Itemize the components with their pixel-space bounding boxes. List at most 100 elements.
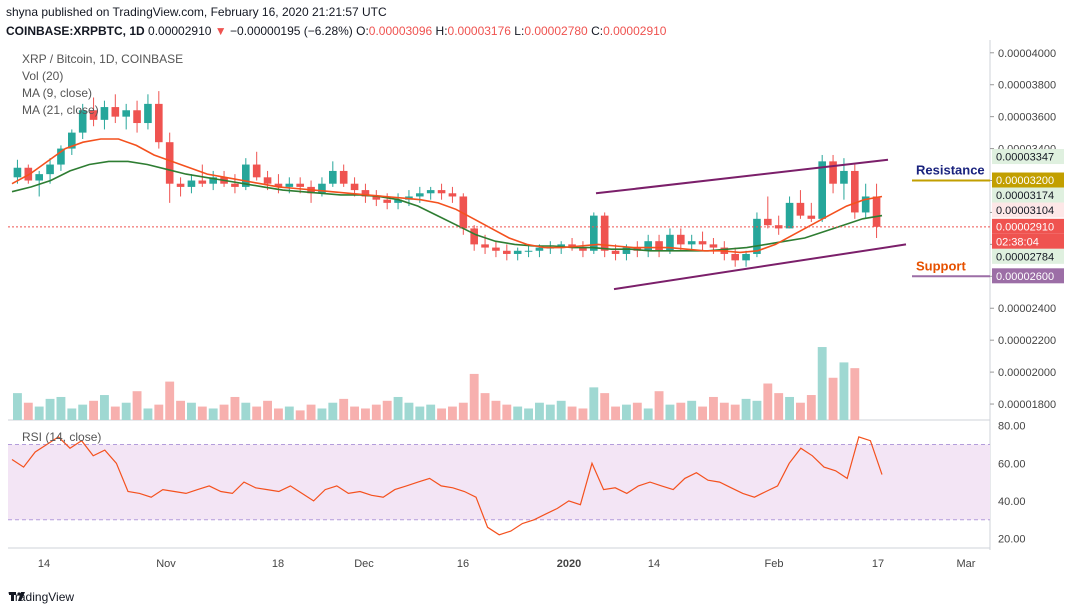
volume-bar xyxy=(263,400,272,420)
support-label: Support xyxy=(916,258,966,273)
volume-bar xyxy=(241,402,251,420)
volume-bar xyxy=(502,404,512,420)
price-tick-label: 0.00002000 xyxy=(998,367,1056,379)
volume-bar xyxy=(806,395,816,420)
high-value: 0.00003176 xyxy=(447,24,511,38)
volume-bar xyxy=(154,404,164,420)
volume-bar xyxy=(676,402,686,420)
volume-bar xyxy=(545,404,555,420)
price-axis-tag-label: 0.00003200 xyxy=(996,175,1054,187)
legend-vol: Vol (20) xyxy=(22,69,64,83)
candle-body xyxy=(448,193,457,197)
candle-body xyxy=(818,161,826,219)
volume-bar xyxy=(34,406,44,420)
time-tick-label: 17 xyxy=(872,558,884,570)
candle-body xyxy=(339,170,348,184)
candle-body xyxy=(481,244,489,248)
candle-body xyxy=(590,215,598,251)
candle-body xyxy=(329,170,337,184)
rsi-tick-label: 80.00 xyxy=(998,421,1026,433)
candle-body xyxy=(394,199,402,203)
volume-bar xyxy=(328,402,338,420)
candle-body xyxy=(78,110,87,133)
open-value: 0.00003096 xyxy=(368,24,433,38)
volume-bar xyxy=(371,404,381,420)
candle-body xyxy=(677,234,685,245)
volume-bar xyxy=(524,408,533,420)
time-tick-label: Dec xyxy=(354,558,374,570)
volume-bar xyxy=(426,404,436,420)
channel-lower-line xyxy=(613,243,907,291)
legend-ma9: MA (9, close) xyxy=(22,86,93,100)
legend-title: XRP / Bitcoin, 1D, COINBASE xyxy=(22,52,184,66)
candle-body xyxy=(89,110,98,120)
chart-area[interactable]: 0.000040000.000038000.000036000.00003400… xyxy=(8,40,1064,570)
main-legend: XRP / Bitcoin, 1D, COINBASE Vol (20) MA … xyxy=(22,51,183,119)
volume-bar xyxy=(339,398,349,420)
candle-body xyxy=(535,247,544,251)
volume-bar xyxy=(382,400,392,420)
channel-upper-line xyxy=(595,158,889,195)
candle-body xyxy=(383,199,391,203)
low-value: 0.00002780 xyxy=(524,24,588,38)
volume-bar xyxy=(556,400,566,420)
tradingview-logo[interactable]: TradingView xyxy=(8,590,74,604)
candle-body xyxy=(764,218,772,226)
rsi-legend: RSI (14, close) xyxy=(22,429,101,446)
brand-label: TradingView xyxy=(8,590,75,604)
volume-bar xyxy=(741,398,751,420)
candle-body xyxy=(274,183,283,187)
candle-body xyxy=(263,177,272,184)
resistance-label: Resistance xyxy=(916,163,985,178)
candle-body xyxy=(753,218,761,254)
candle-body xyxy=(872,196,881,227)
volume-bar xyxy=(350,406,359,420)
candle-body xyxy=(35,174,43,181)
candle-body xyxy=(155,103,163,143)
candle-body xyxy=(252,164,261,178)
volume-bar xyxy=(67,408,77,420)
candle-body xyxy=(111,107,120,117)
candle-body xyxy=(861,196,870,213)
ma9-line xyxy=(11,138,883,254)
volume-bar xyxy=(143,408,153,420)
legend-ma21: MA (21, close) xyxy=(22,103,99,117)
price-axis-tag xyxy=(992,233,1064,249)
rsi-tick-label: 40.00 xyxy=(998,496,1026,508)
candle-body xyxy=(426,190,435,194)
price-axis-tag-label: 0.00002784 xyxy=(996,251,1054,263)
volume-bar xyxy=(600,393,610,420)
price-chart[interactable]: 0.000040000.000038000.000036000.00003400… xyxy=(8,40,1073,575)
volume-bar xyxy=(165,381,175,420)
candle-body xyxy=(644,241,652,251)
volume-bar xyxy=(197,406,207,420)
candle-body xyxy=(57,148,65,165)
volume-bar xyxy=(698,406,707,420)
legend-rsi: RSI (14, close) xyxy=(22,430,102,444)
volume-bar xyxy=(393,396,403,420)
candle-body xyxy=(187,180,196,187)
volume-bar xyxy=(567,406,577,420)
price-tick-label: 0.00002200 xyxy=(998,335,1056,347)
ma21-line xyxy=(11,160,883,252)
rsi-band xyxy=(8,444,990,520)
price-axis-tag xyxy=(992,218,1064,234)
volume-bar xyxy=(23,402,33,420)
candle-body xyxy=(165,142,174,184)
volume-bar xyxy=(13,393,22,420)
volume-bar xyxy=(208,408,218,420)
time-tick-label: Mar xyxy=(957,558,976,570)
candle-body xyxy=(46,164,54,175)
rsi-line xyxy=(11,436,883,536)
candle-body xyxy=(242,164,250,187)
symbol-label[interactable]: COINBASE:XRPBTC, 1D xyxy=(6,24,145,38)
price-tick-label: 0.00002400 xyxy=(998,303,1056,315)
candle-body xyxy=(687,241,696,245)
price-axis-tag-label: 02:38:04 xyxy=(996,236,1039,248)
candle-body xyxy=(437,190,446,194)
candle-body xyxy=(296,183,304,187)
price-axis-tag xyxy=(992,268,1064,284)
candle-body xyxy=(68,132,76,149)
time-tick-label: 14 xyxy=(38,558,50,570)
volume-bar xyxy=(763,383,773,420)
